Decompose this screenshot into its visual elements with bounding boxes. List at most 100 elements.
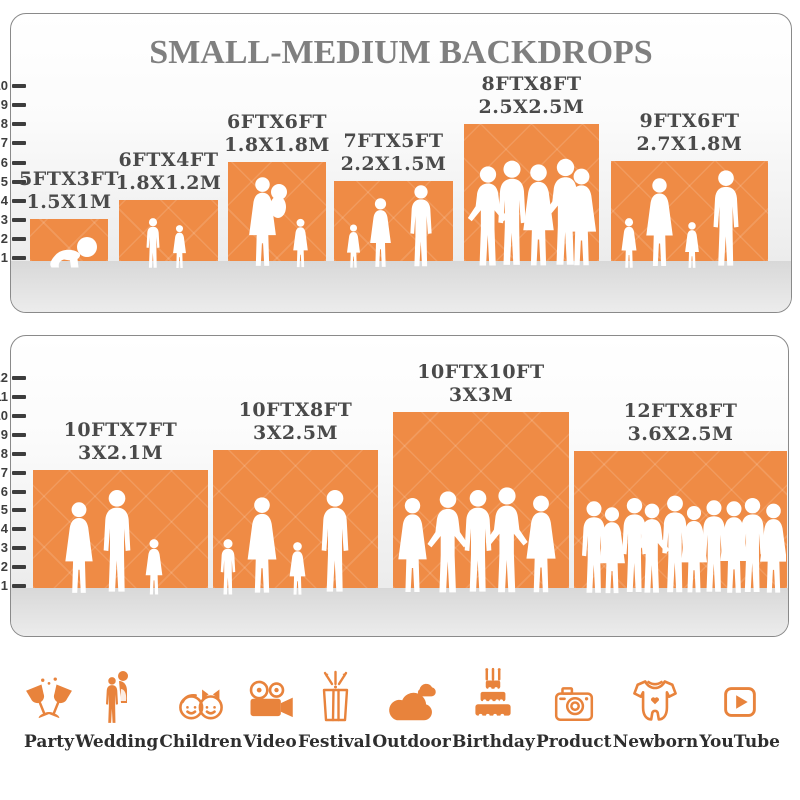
backdrop-size-label: 6FTX6FT 1.8X1.8M	[224, 111, 330, 157]
category-birthday: Birthday	[452, 667, 535, 752]
ruler-tick	[12, 395, 26, 399]
ruler-number: 9	[0, 97, 8, 113]
group-figure-group	[467, 158, 596, 266]
category-children: Children	[159, 667, 242, 752]
ruler-tick	[12, 470, 26, 475]
category-label: YouTube	[699, 732, 780, 752]
backdrop-block-12x8: 12FTX8FT 3.6X2.5M	[574, 400, 787, 594]
category-label: Festival	[297, 732, 372, 752]
backdrop-size-label: 10FTX10FT 3X3M	[417, 361, 545, 407]
cloud-icon	[388, 683, 436, 721]
backdrop-block-7x5: 7FTX5FT 2.2X1.5M	[334, 130, 453, 268]
ruler-number: 5	[0, 173, 8, 189]
ruler-tick	[12, 103, 26, 108]
category-label: Children	[159, 732, 243, 752]
children-figure-group	[146, 218, 186, 269]
backdrop-size-label: 10FTX8FT 3X2.5M	[238, 399, 353, 445]
ruler-tick	[12, 527, 26, 532]
backdrop-size-label: 10FTX7FT 3X2.1M	[63, 419, 178, 465]
group-figure-group	[398, 487, 556, 593]
ruler-number: 12	[0, 370, 8, 386]
ruler-tick	[12, 160, 26, 165]
ruler-tick	[12, 141, 26, 146]
category-youtube: YouTube	[699, 667, 780, 752]
category-outdoor: Outdoor	[372, 667, 451, 752]
ruler-tick	[12, 413, 26, 418]
ruler-tick	[12, 236, 26, 241]
page-title: SMALL-MEDIUM BACKDROPS	[149, 34, 653, 71]
category-festival: Festival	[298, 667, 371, 752]
crowd-figure-group	[581, 495, 786, 594]
floor-band	[11, 261, 791, 312]
category-label: Wedding	[75, 732, 159, 752]
category-party: Party	[24, 667, 74, 752]
ruler-tick	[12, 584, 26, 588]
baby-onesie-icon	[633, 680, 678, 721]
ruler-tick	[12, 432, 26, 437]
category-product: Product	[536, 667, 612, 752]
category-label: Outdoor	[372, 732, 451, 752]
small-medium-panel: SMALL-MEDIUM BACKDROPS 1 2 3 4 5 6 7 8 9 10 5FTX3…	[0, 13, 792, 313]
wedding-couple-icon	[105, 671, 128, 723]
category-newborn: Newborn	[613, 667, 698, 752]
backdrop-block-9x6: 9FTX6FT 2.7X1.8M	[611, 110, 768, 268]
ruler-number: 4	[0, 521, 8, 537]
category-label: Birthday	[452, 732, 535, 752]
children-faces-icon	[178, 689, 223, 720]
backdrop-size-label: 12FTX8FT 3.6X2.5M	[623, 400, 738, 446]
ruler-number: 9	[0, 426, 8, 442]
family-figure-group	[346, 185, 432, 268]
ruler-tick	[12, 198, 26, 203]
category-wedding: Wedding	[75, 667, 158, 752]
mother-child-figure-group	[249, 177, 308, 268]
backdrop-block-10x7: 10FTX7FT 3X2.1M	[33, 419, 208, 595]
ruler-tick	[12, 256, 26, 260]
backdrop-block-6x6: 6FTX6FT 1.8X1.8M	[224, 111, 329, 268]
ruler-tick	[12, 546, 26, 551]
backdrop-size-label: 9FTX6FT 2.7X1.8M	[636, 110, 743, 156]
ruler-tick	[12, 489, 26, 494]
floor-band	[11, 588, 788, 636]
camera-icon	[554, 687, 593, 722]
ruler-number: 10	[0, 78, 8, 94]
baby-figure-group	[50, 237, 97, 268]
backdrop-block-10x8: 10FTX8FT 3X2.5M	[213, 399, 378, 595]
category-row: Party Wedding	[24, 656, 780, 752]
youtube-play-icon	[723, 687, 756, 717]
ruler-number: 1	[0, 578, 8, 593]
category-label: Party	[24, 732, 75, 752]
ruler-number: 7	[0, 135, 8, 151]
ruler-number: 1	[0, 250, 8, 265]
party-icon	[26, 677, 72, 719]
backdrop-size-label: 5FTX3FT 1.5X1M	[19, 168, 119, 214]
ruler-number: 2	[0, 230, 8, 246]
backdrop-block-10x10: 10FTX10FT 3X3M	[393, 361, 569, 593]
birthday-cake-icon	[475, 667, 512, 718]
ruler-number: 6	[0, 154, 8, 170]
family-figure-group	[220, 490, 348, 595]
family-figure-group	[621, 170, 738, 268]
backdrop-size-label: 6FTX4FT 1.8X1.2M	[115, 149, 222, 195]
backdrop-size-label: 7FTX5FT 2.2X1.5M	[340, 130, 447, 176]
ruler-tick	[12, 565, 26, 570]
ruler-tick	[12, 451, 26, 456]
ruler-number: 8	[0, 116, 8, 132]
ruler-tick	[12, 84, 26, 89]
ruler-tick	[12, 122, 26, 127]
ruler-number: 4	[0, 192, 8, 208]
ruler-tick	[12, 217, 26, 222]
couple-child-figure-group	[64, 490, 162, 595]
ruler-tick	[12, 376, 26, 381]
category-label: Product	[535, 732, 612, 752]
ruler-number: 3	[0, 540, 8, 556]
ruler-number: 11	[0, 389, 8, 404]
ruler-number: 10	[0, 407, 8, 423]
ruler-number: 8	[0, 445, 8, 461]
ruler-number: 3	[0, 211, 8, 227]
ruler-number: 2	[0, 559, 8, 575]
backdrop-block-8x8: 8FTX8FT 2.5X2.5M	[464, 73, 599, 266]
ruler-tick	[12, 508, 26, 513]
category-label: Video	[243, 732, 297, 752]
backdrop-size-label: 8FTX8FT 2.5X2.5M	[478, 73, 585, 119]
